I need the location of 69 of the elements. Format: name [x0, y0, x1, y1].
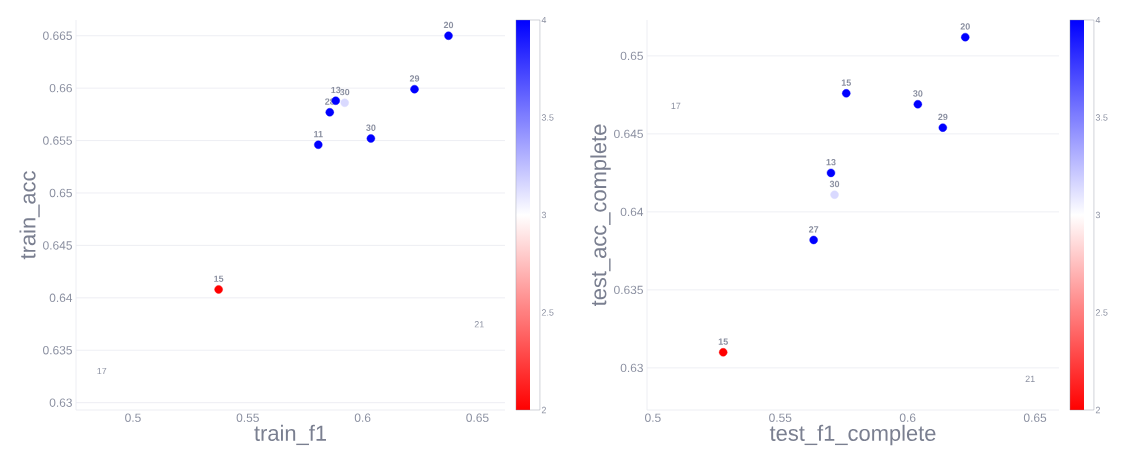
color-bar-label: 4 — [541, 16, 547, 24]
y-tick-label: 0.65 — [620, 51, 643, 61]
annotation: 13 — [826, 158, 836, 166]
annotation: 29 — [938, 113, 948, 121]
annotation: 15 — [841, 79, 851, 86]
point — [809, 235, 818, 245]
x-tick-label: 0.55 — [236, 413, 259, 422]
point — [325, 108, 334, 117]
annotation: 30 — [829, 180, 840, 188]
point — [938, 123, 948, 132]
y-tick-label: 0.63 — [620, 363, 643, 373]
x-tick-label: 0.55 — [769, 413, 792, 422]
y-tick-label: 0.63 — [49, 398, 72, 407]
color-bar-label: 3.5 — [541, 114, 554, 121]
y-tick-label: 0.655 — [43, 136, 72, 145]
y-axis-title: test_acc_complete — [590, 124, 611, 307]
y-tick-label: 0.65 — [49, 188, 72, 198]
point — [842, 89, 851, 98]
color-bar-label: 2.5 — [1095, 309, 1108, 316]
y-tick-label: 0.635 — [43, 346, 72, 355]
y-tick-label: 0.635 — [614, 285, 643, 295]
annotation: 11 — [314, 131, 323, 138]
color-bar-label: 2 — [1095, 406, 1100, 414]
x-tick-label: 0.6 — [354, 413, 371, 422]
x-tick-label: 0.65 — [1023, 413, 1047, 422]
y-tick-label: 0.645 — [614, 129, 643, 139]
color-bar-label: 3.5 — [1095, 114, 1108, 121]
y-tick-label: 0.64 — [620, 207, 644, 217]
x-axis-title: train_f1 — [254, 424, 326, 446]
y-tick-label: 0.66 — [49, 83, 72, 93]
annotation: 17 — [671, 102, 681, 109]
x-axis-title: test_f1_complete — [769, 424, 936, 446]
point — [826, 168, 836, 178]
color-bar-label: 4 — [1095, 16, 1101, 24]
annotation: 30 — [366, 124, 376, 131]
annotation: 17 — [97, 367, 107, 375]
color-bar-label: 3 — [1095, 211, 1101, 219]
point — [410, 84, 419, 94]
point — [961, 32, 970, 42]
annotation: 30 — [913, 90, 923, 97]
x-tick-label: 0.65 — [466, 413, 489, 422]
point — [718, 348, 728, 357]
point — [366, 134, 376, 143]
y-tick-label: 0.64 — [49, 293, 73, 303]
annotation: 21 — [1025, 375, 1035, 382]
x-tick-label: 0.5 — [125, 413, 141, 422]
annotation: 13 — [331, 86, 341, 94]
y-axis-title: train_acc — [19, 171, 40, 260]
annotation: 15 — [718, 338, 728, 345]
y-tick-label: 0.645 — [43, 241, 72, 250]
point — [340, 98, 349, 108]
color-bar-label: 3 — [541, 211, 547, 219]
annotation: 20 — [960, 23, 970, 30]
point — [214, 285, 223, 294]
x-tick-label: 0.5 — [645, 413, 661, 422]
annotation: 29 — [409, 75, 420, 82]
x-tick-label: 0.6 — [899, 413, 916, 422]
color-bar-label: 2 — [541, 406, 546, 414]
point — [913, 100, 923, 109]
y-tick-label: 0.665 — [43, 31, 72, 40]
point — [830, 190, 839, 199]
annotation: 20 — [443, 21, 454, 29]
annotation: 30 — [339, 88, 350, 96]
point — [314, 140, 323, 149]
color-bar-label: 2.5 — [541, 309, 554, 316]
annotation: 27 — [808, 226, 819, 233]
point — [444, 31, 453, 40]
annotation: 21 — [474, 321, 484, 328]
annotation: 15 — [214, 275, 224, 282]
